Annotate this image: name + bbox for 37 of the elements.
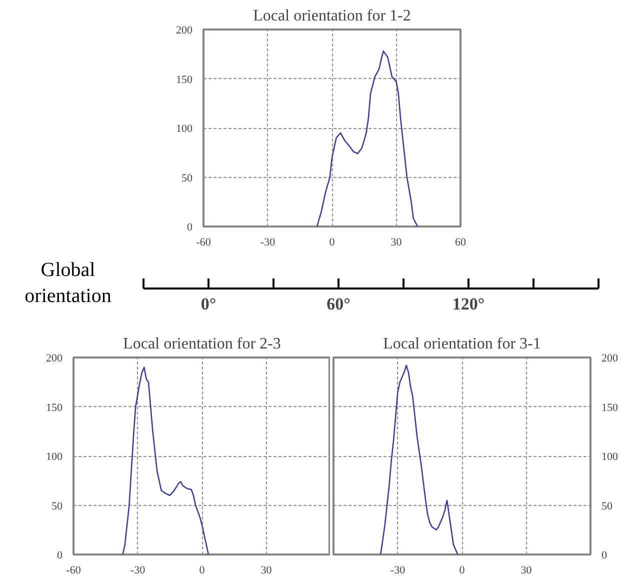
x-tick-label: 0 [329,236,336,248]
x-tick-label: -30 [390,564,406,576]
y-tick-label: 50 [182,172,193,184]
y-tick-label: 150 [46,402,63,414]
x-tick-label: -60 [196,236,212,248]
y-tick-label: 200 [46,352,63,364]
y-tick-label: 50 [602,500,613,512]
y-tick-label: 50 [52,500,63,512]
y-tick-label: 150 [176,74,193,86]
line-series [316,50,418,226]
text: 60° [326,294,350,314]
x-tick-label: 0 [459,564,466,576]
y-tick-label: 150 [602,402,618,414]
chart-title: Local orientation for 3-1 [383,336,541,352]
x-tick-label: -30 [260,236,276,248]
line-series [380,364,458,554]
y-tick-label: 100 [176,123,193,135]
x-tick-label: -30 [130,564,146,576]
x-tick-label: 30 [520,564,532,576]
y-tick-label: 200 [176,24,193,36]
y-tick-label: 200 [602,352,618,364]
text: 120° [452,294,485,314]
text: Global orientation [24,258,112,309]
line-series [122,366,210,554]
x-tick-label: 60 [455,236,466,248]
text: 0° [200,294,216,314]
x-tick-label: -60 [66,564,82,576]
y-tick-label: 0 [187,222,193,234]
x-tick-label: 0 [199,564,206,576]
x-tick-label: 30 [390,236,402,248]
y-tick-label: 0 [602,550,608,562]
x-tick-label: 30 [260,564,272,576]
chart-title: Local orientation for 2-3 [123,336,281,352]
y-tick-label: 0 [57,550,63,562]
y-tick-label: 100 [46,451,63,463]
chart-title: Local orientation for 1-2 [253,8,411,24]
y-tick-label: 100 [602,451,618,463]
